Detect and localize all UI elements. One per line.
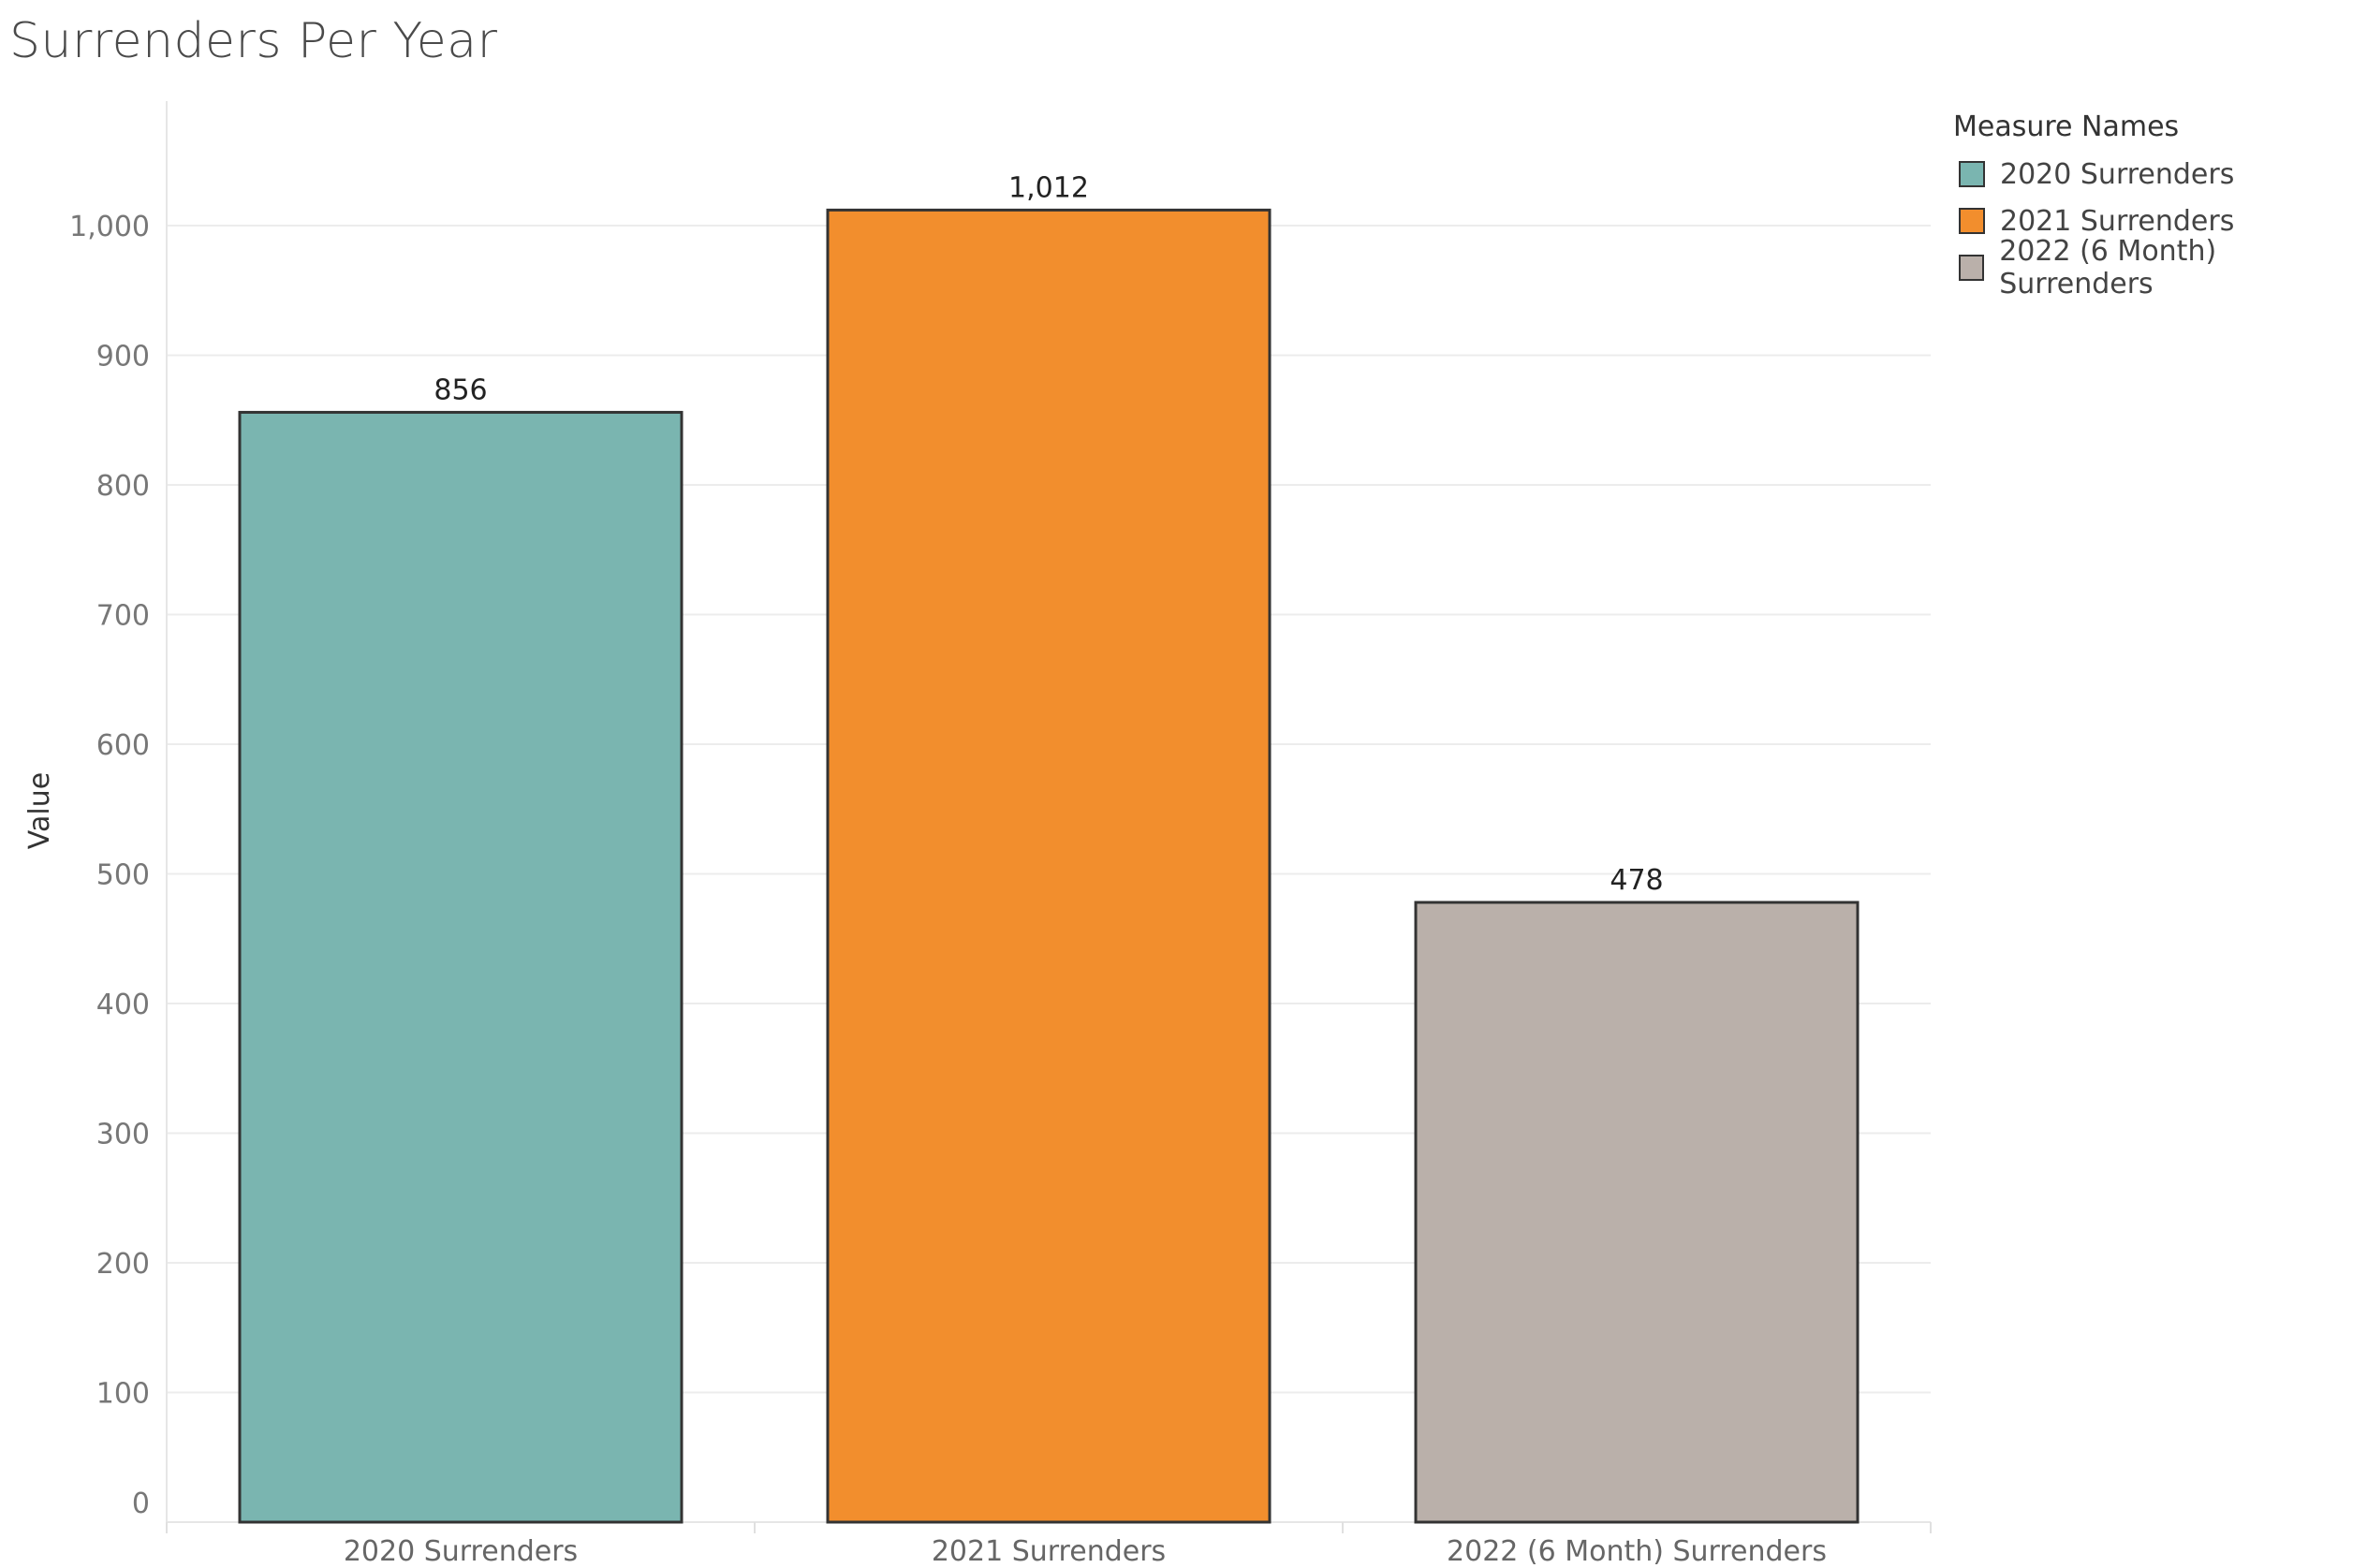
legend-swatch [1959, 208, 1985, 234]
legend-swatch [1959, 161, 1985, 187]
data-label: 856 [434, 374, 487, 406]
legend-label: 2021 Surrenders [2000, 204, 2235, 238]
y-tick-label: 100 [96, 1378, 150, 1411]
x-tick-label: 2021 Surrenders [932, 1535, 1166, 1568]
y-tick-label: 600 [96, 729, 150, 762]
y-tick-label: 400 [96, 989, 150, 1021]
bar [826, 208, 1272, 1524]
y-tick-label: 300 [96, 1119, 150, 1151]
y-tick-label: 0 [132, 1487, 150, 1520]
legend-label: 2022 (6 Month) Surrenders [1999, 235, 2217, 300]
x-tick-label: 2022 (6 Month) Surrenders [1447, 1535, 1827, 1568]
y-tick-label: 700 [96, 600, 150, 633]
legend-swatch [1959, 255, 1985, 281]
bar [1414, 901, 1860, 1524]
bar-layer [238, 208, 1860, 1524]
data-label: 478 [1610, 864, 1663, 897]
legend: Measure Names 2020 Surrenders 2021 Surre… [1953, 110, 2367, 300]
y-axis-title: Value [23, 772, 56, 849]
legend-item[interactable]: 2022 (6 Month) Surrenders [1953, 235, 2367, 300]
legend-title: Measure Names [1953, 110, 2180, 143]
legend-label: 2020 Surrenders [2000, 157, 2235, 191]
legend-item[interactable]: 2020 Surrenders [1953, 151, 2367, 198]
x-tick-label: 2020 Surrenders [344, 1535, 578, 1568]
bar [238, 410, 684, 1524]
data-label: 1,012 [1008, 171, 1089, 204]
chart-title: Surrenders Per Year [9, 13, 498, 69]
y-tick-label: 1,000 [69, 211, 150, 243]
label-layer: 856 2020 Surrenders 1,012 2021 Surrenders 47… [344, 171, 1827, 1568]
y-tick-label: 500 [96, 859, 150, 892]
y-tick-label: 200 [96, 1248, 150, 1281]
y-tick-label: 800 [96, 470, 150, 503]
legend-item[interactable]: 2021 Surrenders [1953, 198, 2367, 244]
y-tick-label: 900 [96, 341, 150, 374]
